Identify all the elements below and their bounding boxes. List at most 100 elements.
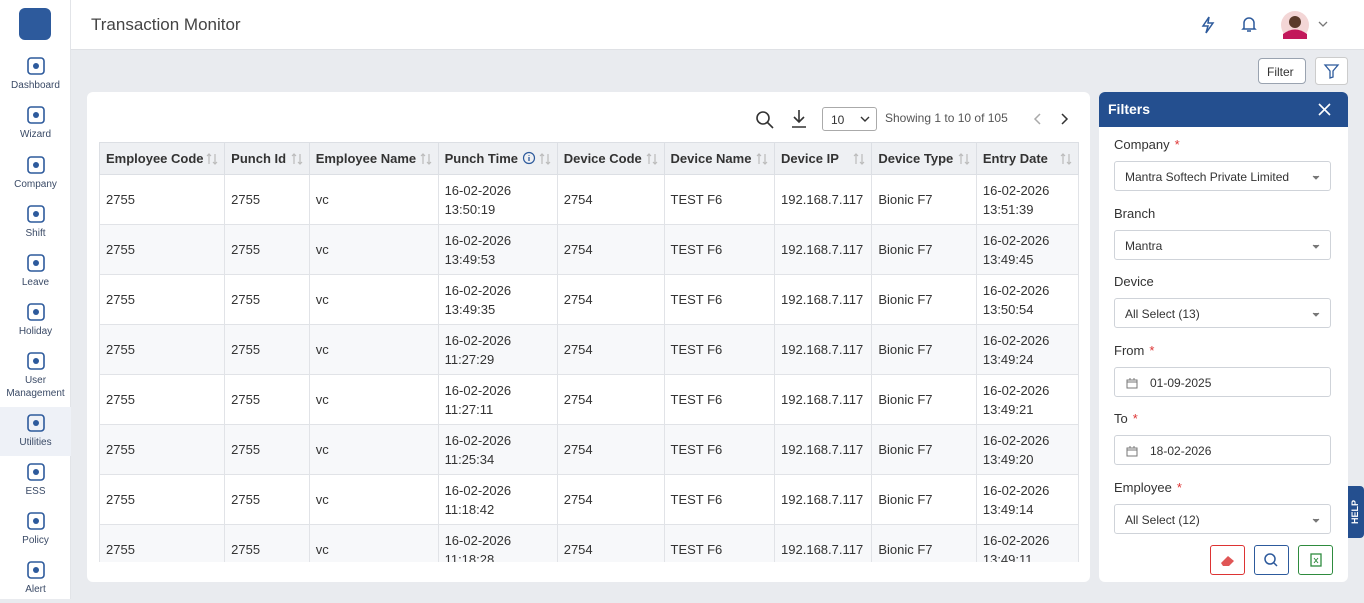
nav-label: Shift (25, 228, 46, 239)
table-cell: 192.168.7.117 (774, 524, 873, 562)
nav-icon (26, 414, 45, 432)
table-row: 2755 2755 vc 16-02-2026 13:49:53 2754 TEST F6… (99, 224, 1079, 275)
table-cell: 2755 (224, 324, 310, 375)
table-cell: vc (308, 274, 439, 325)
table-cell: 192.168.7.117 (774, 224, 873, 275)
table-cell: 16-02-2026 13:50:54 (975, 274, 1079, 325)
field-label: Employee * (1114, 480, 1182, 495)
nav-icon-dot (32, 567, 39, 573)
nav-label: Wizard (19, 129, 52, 140)
nav-item[interactable]: Holiday (0, 296, 71, 345)
nav-icon-dot (32, 162, 39, 168)
sort-icon (756, 153, 768, 165)
required-mark: * (1176, 479, 1182, 495)
column-title: Punch Id (231, 151, 287, 166)
field-input[interactable]: Mantra (1114, 229, 1331, 260)
filters-header: Filters (1099, 92, 1348, 127)
filter-button[interactable] (1315, 57, 1348, 85)
field-input[interactable]: All Select (13) (1114, 298, 1331, 328)
table-cell: TEST F6 (663, 424, 776, 475)
field-input[interactable]: 01-09-2025 (1114, 366, 1331, 397)
column-title: Device Type (878, 151, 954, 166)
table-cell: 2754 (556, 524, 665, 562)
icon-shape (1126, 377, 1138, 388)
nav-item[interactable]: Utilities (0, 407, 71, 456)
table-cell: TEST F6 (663, 174, 776, 225)
caret-icon (1312, 518, 1320, 523)
nav-item[interactable]: Shift (0, 198, 71, 247)
field-label-text: From (1114, 342, 1145, 358)
table-wrap: Employee Code Punch Id Employee Name Punch … (99, 142, 1079, 562)
pager[interactable] (1030, 111, 1070, 127)
page-size-select[interactable]: 10 (822, 107, 877, 131)
nav-icon-shape (26, 106, 45, 124)
table-cell: 16-02-2026 13:51:39 (975, 174, 1079, 225)
table-cell: 2755 (99, 174, 226, 225)
nav-icon-dot (32, 112, 39, 118)
table-cell: 16-02-2026 13:49:53 (437, 224, 558, 275)
nav-item[interactable]: User Management (0, 345, 71, 405)
table-card: 10 Showing 1 to 10 of 105 Employee Code P… (87, 92, 1090, 582)
column-title: Employee Code (106, 151, 204, 166)
filters-panel: Filters Company * Mantra Softech Private L… (1099, 92, 1348, 582)
nav-label: Dashboard (11, 80, 60, 91)
field-input[interactable]: Mantra Softech Private Limited (1114, 161, 1331, 191)
table-cell: 16-02-2026 13:49:45 (975, 224, 1079, 275)
table-cell: Bionic F7 (871, 374, 977, 425)
table-cell: 2755 (99, 474, 226, 525)
nav-item[interactable]: Policy (0, 505, 71, 554)
nav-item[interactable]: Dashboard (0, 50, 71, 99)
download-icon[interactable] (789, 108, 809, 130)
table-row: 2755 2755 vc 16-02-2026 11:18:28 2754 TEST F6… (99, 524, 1079, 562)
avatar[interactable] (1280, 10, 1330, 40)
table-cell: 2755 (99, 274, 226, 325)
nav-icon-dot (32, 358, 39, 364)
search-icon[interactable] (755, 110, 775, 130)
field-value: All Select (13) (1125, 307, 1200, 321)
nav-item[interactable]: Alert (0, 554, 71, 603)
help-tab[interactable]: HELP (1348, 486, 1364, 538)
nav-icon (26, 57, 45, 75)
table-cell: 16-02-2026 13:49:14 (975, 474, 1079, 525)
table-row: 2755 2755 vc 16-02-2026 13:49:35 2754 TEST F6… (99, 274, 1079, 325)
search-button[interactable] (1254, 545, 1289, 575)
close-icon[interactable] (1318, 103, 1331, 116)
nav-icon-shape (26, 463, 45, 481)
bell-icon[interactable] (1239, 14, 1259, 34)
field-label: To * (1114, 411, 1138, 426)
table-cell: vc (308, 374, 439, 425)
nav-item[interactable]: Wizard (0, 99, 71, 148)
table-cell: 2755 (99, 424, 226, 475)
icon-shape (1312, 312, 1320, 317)
field-label-text: To (1114, 411, 1128, 426)
column-title: Employee Name (315, 151, 417, 166)
info-circle (522, 151, 536, 165)
nav-item[interactable]: Company (0, 149, 71, 198)
nav-label: Leave (21, 277, 50, 288)
sort-arrows (1060, 153, 1072, 165)
field-input[interactable]: All Select (12) (1114, 503, 1331, 534)
thead: Employee Code Punch Id Employee Name Punch … (99, 142, 1079, 175)
quick-icon[interactable] (1198, 15, 1218, 35)
filter-tooltip: Filter (1258, 58, 1306, 84)
nav-item[interactable]: Leave (0, 247, 71, 296)
field-value: 01-09-2025 (1150, 375, 1212, 390)
nav-icon-shape (26, 352, 45, 370)
nav-icon (26, 352, 45, 370)
table-cell: 2754 (556, 424, 665, 475)
caret-icon (1312, 175, 1320, 180)
table-cell: 16-02-2026 13:49:21 (975, 374, 1079, 425)
nav-icon-shape (26, 205, 45, 223)
excel-button[interactable] (1298, 545, 1333, 575)
field-value: Mantra Softech Private Limited (1125, 170, 1290, 184)
table-cell: 16-02-2026 11:27:11 (437, 374, 558, 425)
logo[interactable] (19, 8, 51, 40)
nav-label: User Management (6, 375, 65, 399)
page-title: Transaction Monitor (91, 15, 241, 34)
field-input[interactable]: 18-02-2026 (1114, 435, 1331, 465)
table-cell: 192.168.7.117 (774, 424, 873, 475)
nav-item[interactable]: ESS (0, 456, 71, 505)
clear-button[interactable] (1210, 545, 1245, 575)
table-cell: 2755 (224, 474, 310, 525)
field-label-text: Company (1114, 137, 1170, 152)
